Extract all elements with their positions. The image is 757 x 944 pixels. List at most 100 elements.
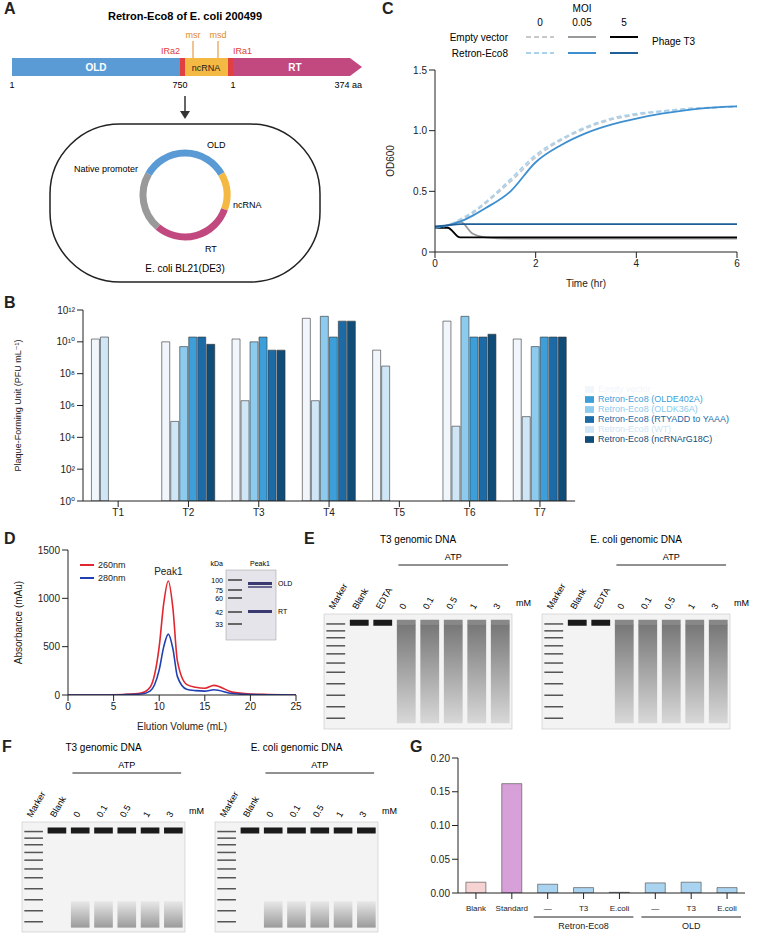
svg-text:0: 0 bbox=[65, 701, 71, 712]
svg-text:OLD: OLD bbox=[682, 921, 701, 931]
svg-text:15: 15 bbox=[199, 701, 211, 712]
svg-text:ATP: ATP bbox=[663, 552, 680, 562]
svg-text:RT: RT bbox=[288, 62, 301, 73]
svg-text:Phage T3: Phage T3 bbox=[652, 36, 696, 47]
svg-text:42: 42 bbox=[215, 609, 223, 616]
svg-text:mM: mM bbox=[189, 806, 204, 816]
svg-text:0: 0 bbox=[537, 17, 543, 28]
svg-text:Native promoter: Native promoter bbox=[74, 164, 138, 174]
svg-text:1: 1 bbox=[230, 80, 235, 90]
svg-text:ATP: ATP bbox=[311, 760, 328, 770]
svg-text:0.5: 0.5 bbox=[118, 803, 133, 819]
svg-text:1.5: 1.5 bbox=[413, 65, 427, 76]
svg-text:msr: msr bbox=[186, 30, 201, 40]
svg-text:0: 0 bbox=[432, 258, 438, 269]
svg-text:RT: RT bbox=[278, 608, 288, 615]
svg-text:IRa1: IRa1 bbox=[233, 46, 252, 56]
svg-text:T3 genomic DNA: T3 genomic DNA bbox=[65, 742, 141, 753]
svg-text:0.1: 0.1 bbox=[288, 803, 303, 819]
svg-text:MOI: MOI bbox=[573, 3, 592, 14]
svg-text:0.5: 0.5 bbox=[444, 595, 459, 611]
svg-text:1: 1 bbox=[334, 810, 345, 819]
svg-text:75: 75 bbox=[215, 587, 223, 594]
svg-text:3: 3 bbox=[164, 810, 175, 819]
svg-text:750: 750 bbox=[172, 80, 187, 90]
svg-text:Marker: Marker bbox=[545, 582, 568, 611]
svg-text:1: 1 bbox=[468, 602, 479, 611]
svg-text:Blank: Blank bbox=[48, 794, 68, 819]
svg-text:IRa2: IRa2 bbox=[161, 46, 180, 56]
svg-text:3: 3 bbox=[709, 602, 720, 611]
svg-text:10⁰: 10⁰ bbox=[60, 496, 75, 507]
svg-text:0: 0 bbox=[264, 810, 275, 819]
svg-text:Blank: Blank bbox=[568, 586, 588, 611]
svg-text:T7: T7 bbox=[534, 507, 546, 518]
svg-text:10¹⁰: 10¹⁰ bbox=[57, 336, 75, 347]
svg-text:Retron-Eco8: Retron-Eco8 bbox=[452, 48, 509, 59]
svg-text:3: 3 bbox=[491, 602, 502, 611]
svg-text:0.5: 0.5 bbox=[413, 186, 427, 197]
svg-text:Retron-Eco8 of E. coli 200499: Retron-Eco8 of E. coli 200499 bbox=[108, 10, 262, 22]
svg-text:1: 1 bbox=[686, 602, 697, 611]
svg-text:0.05: 0.05 bbox=[572, 17, 592, 28]
svg-text:10⁴: 10⁴ bbox=[60, 432, 75, 443]
svg-text:T4: T4 bbox=[323, 507, 335, 518]
svg-text:1000: 1000 bbox=[38, 593, 61, 604]
svg-text:EDTA: EDTA bbox=[374, 586, 394, 611]
svg-text:1: 1 bbox=[141, 810, 152, 819]
svg-text:2: 2 bbox=[533, 258, 539, 269]
svg-text:Blank: Blank bbox=[466, 904, 487, 913]
svg-text:ATP: ATP bbox=[118, 760, 135, 770]
svg-text:Peak1: Peak1 bbox=[250, 560, 270, 567]
svg-text:10: 10 bbox=[154, 701, 166, 712]
svg-text:5: 5 bbox=[111, 701, 117, 712]
svg-text:0.20: 0.20 bbox=[431, 753, 451, 764]
svg-text:100: 100 bbox=[211, 577, 223, 584]
svg-text:EDTA: EDTA bbox=[592, 586, 612, 611]
svg-text:ATP: ATP bbox=[445, 552, 462, 562]
svg-text:10¹²: 10¹² bbox=[57, 305, 75, 316]
svg-text:Blank: Blank bbox=[241, 794, 261, 819]
svg-text:0.1: 0.1 bbox=[421, 595, 436, 611]
svg-text:0.15: 0.15 bbox=[431, 786, 451, 797]
svg-text:T1: T1 bbox=[112, 507, 124, 518]
svg-text:OLD: OLD bbox=[207, 140, 226, 150]
svg-text:5: 5 bbox=[621, 17, 627, 28]
svg-text:500: 500 bbox=[43, 641, 60, 652]
svg-text:E. coli genomic DNA: E. coli genomic DNA bbox=[251, 742, 343, 753]
svg-text:T2: T2 bbox=[183, 507, 195, 518]
svg-text:Retron-Eco8: Retron-Eco8 bbox=[558, 921, 609, 931]
svg-text:mM: mM bbox=[382, 806, 397, 816]
svg-text:—: — bbox=[544, 904, 552, 913]
svg-text:mM: mM bbox=[734, 598, 749, 608]
svg-text:0: 0 bbox=[421, 247, 427, 258]
svg-text:Blank: Blank bbox=[350, 586, 370, 611]
svg-text:Marker: Marker bbox=[25, 790, 48, 819]
svg-text:Marker: Marker bbox=[218, 790, 241, 819]
svg-text:T3: T3 bbox=[687, 904, 697, 913]
svg-text:mM: mM bbox=[516, 598, 531, 608]
svg-text:10²: 10² bbox=[61, 464, 76, 475]
svg-text:4: 4 bbox=[634, 258, 640, 269]
svg-text:20: 20 bbox=[245, 701, 257, 712]
svg-text:—: — bbox=[651, 904, 659, 913]
svg-text:Time (hr): Time (hr) bbox=[566, 278, 606, 289]
svg-text:1.0: 1.0 bbox=[413, 125, 427, 136]
svg-text:0.00: 0.00 bbox=[431, 888, 451, 899]
svg-text:6: 6 bbox=[734, 258, 740, 269]
svg-text:OLD: OLD bbox=[278, 580, 292, 587]
svg-text:msd: msd bbox=[209, 30, 226, 40]
svg-text:E. coli BL21(DE3): E. coli BL21(DE3) bbox=[145, 263, 224, 274]
svg-text:0: 0 bbox=[397, 602, 408, 611]
svg-text:Marker: Marker bbox=[327, 582, 350, 611]
svg-text:0.1: 0.1 bbox=[95, 803, 110, 819]
svg-text:0: 0 bbox=[71, 810, 82, 819]
svg-text:OLD: OLD bbox=[85, 62, 106, 73]
svg-text:0.1: 0.1 bbox=[639, 595, 654, 611]
svg-text:33: 33 bbox=[215, 621, 223, 628]
svg-text:kDa: kDa bbox=[211, 560, 224, 567]
svg-text:T3: T3 bbox=[579, 904, 589, 913]
svg-text:Standard: Standard bbox=[496, 904, 528, 913]
svg-text:T3 genomic DNA: T3 genomic DNA bbox=[380, 534, 456, 545]
svg-text:E. coli genomic DNA: E. coli genomic DNA bbox=[590, 534, 682, 545]
